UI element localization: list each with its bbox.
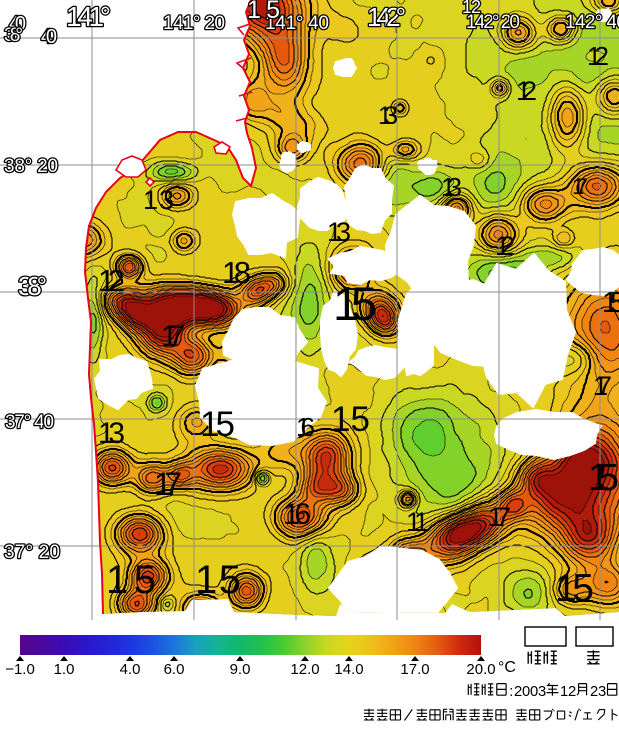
svg-text:6.0: 6.0 [164,661,185,678]
svg-text:17: 17 [161,320,185,353]
svg-text:12: 12 [462,0,481,17]
svg-text:13: 13 [143,185,174,215]
svg-text:12.0: 12.0 [290,661,319,678]
svg-text:°C: °C [498,659,516,676]
svg-text:37° 20: 37° 20 [4,542,60,563]
svg-text:40: 40 [41,26,57,48]
svg-text:4.0: 4.0 [120,661,141,678]
svg-text:13: 13 [98,417,125,450]
svg-text:142° 40: 142° 40 [565,12,619,33]
svg-text:12: 12 [587,41,609,71]
svg-text:142° 20: 142° 20 [466,12,520,33]
svg-text:12: 12 [98,263,125,298]
svg-text:9.0: 9.0 [230,661,251,678]
svg-text:15: 15 [200,405,235,444]
svg-text:20.0: 20.0 [466,661,495,678]
svg-text:16: 16 [283,498,311,531]
svg-text:15: 15 [333,277,377,330]
svg-text:12: 12 [516,76,537,106]
svg-text:18: 18 [222,255,251,290]
svg-text:1.0: 1.0 [54,661,75,678]
svg-text::: : [509,684,513,700]
svg-text:141° 40: 141° 40 [265,13,329,34]
svg-text:11: 11 [406,507,429,537]
svg-text:17: 17 [488,502,511,532]
svg-text:17: 17 [593,371,612,401]
svg-text:17: 17 [154,466,182,502]
svg-text:40: 40 [9,13,26,35]
svg-text:−1.0: −1.0 [5,661,35,678]
svg-text:2: 2 [568,684,576,700]
svg-text:141° 20: 141° 20 [163,13,225,34]
svg-text:13: 13 [327,217,351,247]
svg-text:13: 13 [441,172,462,202]
svg-text:37° 40: 37° 40 [5,412,54,433]
svg-text:0: 0 [530,684,538,700]
svg-text:16: 16 [296,412,315,442]
svg-text:2: 2 [590,684,598,700]
svg-text:38°: 38° [18,271,47,301]
svg-text:38° 20: 38° 20 [4,156,58,177]
svg-text:12: 12 [495,231,515,261]
svg-text:3: 3 [598,684,606,700]
svg-text:2: 2 [514,684,522,700]
svg-text:142°: 142° [367,2,406,32]
svg-text:1: 1 [560,684,568,700]
svg-text:0: 0 [522,684,530,700]
svg-text:15: 15 [331,400,370,439]
svg-text:38°: 38° [4,25,23,46]
svg-text:14.0: 14.0 [334,661,363,678]
svg-text:17.0: 17.0 [400,661,429,678]
svg-text:3: 3 [538,684,546,700]
svg-text:17: 17 [572,174,588,199]
svg-text:15: 15 [195,558,241,602]
svg-text:15: 15 [588,457,619,499]
svg-text:15: 15 [555,567,594,610]
svg-text:15: 15 [602,287,619,319]
svg-text:141°: 141° [66,1,111,32]
svg-text:13: 13 [378,102,398,130]
